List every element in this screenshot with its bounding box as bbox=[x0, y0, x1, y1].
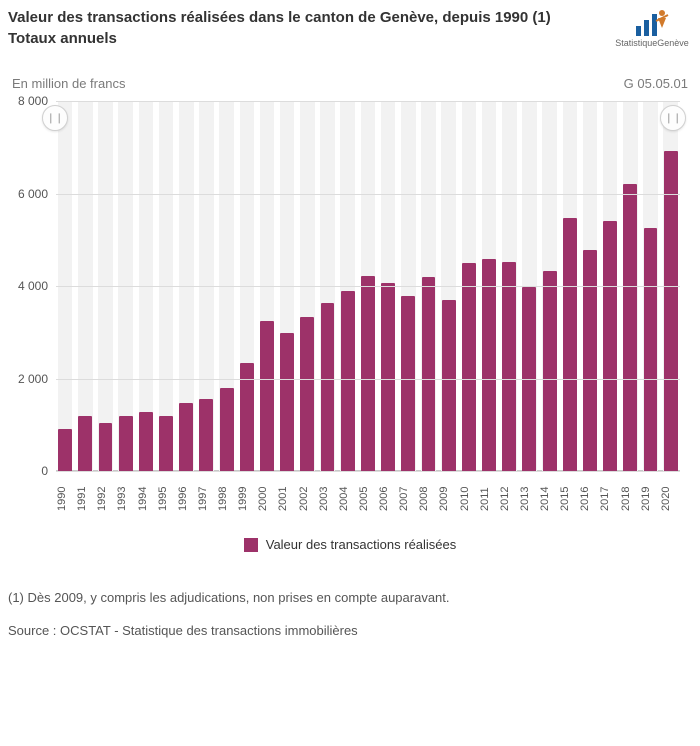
x-tick-label: 1991 bbox=[76, 475, 96, 527]
x-tick-label: 2009 bbox=[438, 475, 458, 527]
bar[interactable] bbox=[442, 300, 456, 471]
footnote: (1) Dès 2009, y compris les adjudication… bbox=[8, 590, 692, 605]
y-tick-label: 2 000 bbox=[18, 372, 56, 386]
bar[interactable] bbox=[583, 250, 597, 471]
range-handle-right[interactable]: ❘❘ bbox=[660, 105, 686, 131]
x-tick-label: 2015 bbox=[559, 475, 579, 527]
x-tick-label: 2001 bbox=[277, 475, 297, 527]
bar[interactable] bbox=[78, 416, 92, 471]
logo: StatistiqueGenève bbox=[612, 8, 692, 48]
x-tick-label: 2010 bbox=[459, 475, 479, 527]
bar[interactable] bbox=[280, 333, 294, 471]
x-tick-label: 2019 bbox=[640, 475, 660, 527]
plot: 02 0004 0006 0008 000 bbox=[56, 101, 680, 471]
bar[interactable] bbox=[462, 263, 476, 471]
bar[interactable] bbox=[119, 416, 133, 471]
x-tick-label: 2008 bbox=[418, 475, 438, 527]
x-tick-label: 2013 bbox=[519, 475, 539, 527]
gridline bbox=[56, 101, 680, 102]
bar[interactable] bbox=[422, 277, 436, 471]
bar[interactable] bbox=[341, 291, 355, 471]
x-tick-label: 2003 bbox=[318, 475, 338, 527]
chart-code: G 05.05.01 bbox=[624, 76, 688, 91]
bar[interactable] bbox=[220, 388, 234, 471]
meta-row: En million de francs G 05.05.01 bbox=[8, 76, 692, 91]
x-tick-label: 2004 bbox=[338, 475, 358, 527]
bar[interactable] bbox=[623, 184, 637, 471]
x-tick-label: 2012 bbox=[499, 475, 519, 527]
gridline bbox=[56, 286, 680, 287]
bar[interactable] bbox=[644, 228, 658, 471]
x-tick-label: 1997 bbox=[197, 475, 217, 527]
bar[interactable] bbox=[482, 259, 496, 471]
x-tick-label: 2005 bbox=[358, 475, 378, 527]
chart-title: Valeur des transactions réalisées dans l… bbox=[8, 8, 551, 28]
gridline bbox=[56, 471, 680, 472]
x-tick-label: 2002 bbox=[298, 475, 318, 527]
x-tick-label: 1990 bbox=[56, 475, 76, 527]
x-tick-label: 2020 bbox=[660, 475, 680, 527]
bar[interactable] bbox=[321, 303, 335, 471]
bar[interactable] bbox=[401, 296, 415, 471]
x-tick-label: 2018 bbox=[620, 475, 640, 527]
title-block: Valeur des transactions réalisées dans l… bbox=[8, 8, 551, 47]
x-tick-label: 2000 bbox=[257, 475, 277, 527]
bar[interactable] bbox=[159, 416, 173, 472]
x-tick-label: 2017 bbox=[599, 475, 619, 527]
chart-subtitle: Totaux annuels bbox=[8, 30, 551, 47]
x-tick-label: 2007 bbox=[398, 475, 418, 527]
x-tick-label: 1999 bbox=[237, 475, 257, 527]
legend-label: Valeur des transactions réalisées bbox=[266, 537, 457, 552]
bar[interactable] bbox=[260, 321, 274, 471]
x-tick-label: 1994 bbox=[137, 475, 157, 527]
x-axis-labels: 1990199119921993199419951996199719981999… bbox=[56, 475, 680, 527]
y-tick-label: 6 000 bbox=[18, 187, 56, 201]
bar[interactable] bbox=[502, 262, 516, 471]
gridline bbox=[56, 379, 680, 380]
y-tick-label: 4 000 bbox=[18, 279, 56, 293]
x-tick-label: 1993 bbox=[116, 475, 136, 527]
x-tick-label: 2006 bbox=[378, 475, 398, 527]
logo-text: StatistiqueGenève bbox=[612, 38, 692, 48]
source: Source : OCSTAT - Statistique des transa… bbox=[8, 623, 692, 638]
bar[interactable] bbox=[58, 429, 72, 471]
x-tick-label: 1996 bbox=[177, 475, 197, 527]
x-tick-label: 1998 bbox=[217, 475, 237, 527]
bar[interactable] bbox=[381, 283, 395, 471]
bar[interactable] bbox=[139, 412, 153, 471]
header: Valeur des transactions réalisées dans l… bbox=[8, 8, 692, 48]
x-tick-label: 2016 bbox=[579, 475, 599, 527]
x-tick-label: 2011 bbox=[479, 475, 499, 527]
bar[interactable] bbox=[664, 151, 678, 472]
bar[interactable] bbox=[361, 276, 375, 471]
bar[interactable] bbox=[543, 271, 557, 471]
x-tick-label: 1995 bbox=[157, 475, 177, 527]
bar[interactable] bbox=[563, 218, 577, 471]
logo-icon bbox=[632, 8, 672, 38]
x-tick-label: 1992 bbox=[96, 475, 116, 527]
y-tick-label: 0 bbox=[41, 464, 56, 478]
range-handle-left[interactable]: ❘❘ bbox=[42, 105, 68, 131]
legend-swatch bbox=[244, 538, 258, 552]
bar[interactable] bbox=[603, 221, 617, 471]
y-axis-label: En million de francs bbox=[12, 76, 125, 91]
bar[interactable] bbox=[99, 423, 113, 471]
bar[interactable] bbox=[199, 399, 213, 471]
x-tick-label: 2014 bbox=[539, 475, 559, 527]
chart-area: ❘❘ ❘❘ 02 0004 0006 0008 000 199019911992… bbox=[8, 97, 692, 527]
bar[interactable] bbox=[300, 317, 314, 471]
legend: Valeur des transactions réalisées bbox=[8, 537, 692, 552]
bar[interactable] bbox=[179, 403, 193, 471]
gridline bbox=[56, 194, 680, 195]
